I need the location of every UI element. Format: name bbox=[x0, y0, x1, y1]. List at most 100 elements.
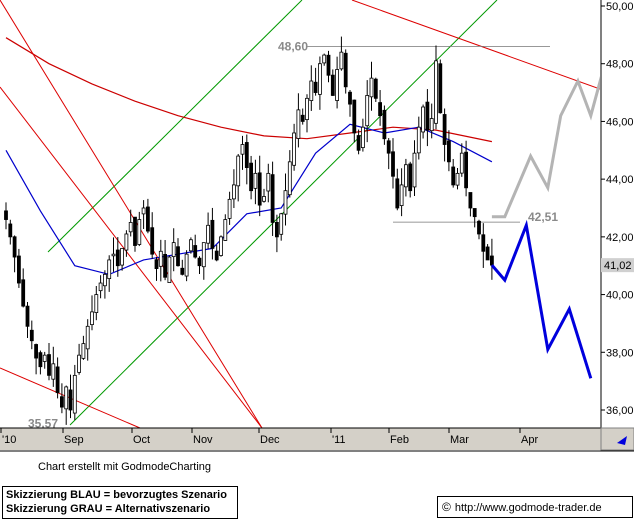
candle bbox=[434, 45, 438, 130]
candle-body bbox=[47, 354, 51, 376]
candle-body bbox=[326, 54, 331, 76]
candle-body bbox=[309, 80, 314, 101]
price-annotation: 48,60 bbox=[278, 39, 308, 53]
candle-body bbox=[489, 255, 494, 266]
candle bbox=[197, 256, 202, 274]
candle bbox=[468, 192, 473, 217]
candle-body bbox=[90, 311, 94, 326]
candle-body bbox=[425, 101, 430, 131]
candle-body bbox=[455, 172, 460, 186]
candle bbox=[266, 163, 271, 203]
candle-body bbox=[145, 206, 150, 232]
candle-body bbox=[464, 151, 469, 189]
source-url[interactable]: http://www.godmode-trader.de bbox=[454, 502, 602, 514]
candle bbox=[257, 155, 262, 217]
candle-body bbox=[292, 132, 297, 166]
candle bbox=[38, 350, 43, 375]
scroll-arrow-icon bbox=[617, 436, 627, 445]
channel-upper-line bbox=[47, 0, 303, 253]
y-tick-label: 42,00 bbox=[606, 232, 634, 244]
candle-body bbox=[253, 172, 258, 189]
candle-body bbox=[111, 253, 116, 257]
candle-body bbox=[266, 172, 271, 192]
candle-body bbox=[72, 374, 77, 414]
candle bbox=[489, 238, 494, 280]
candle-body bbox=[373, 78, 378, 99]
candle bbox=[42, 351, 47, 369]
candle-body bbox=[188, 239, 193, 252]
candle bbox=[292, 123, 297, 171]
candle bbox=[68, 374, 73, 419]
candle-body bbox=[206, 224, 211, 244]
candle-body bbox=[128, 222, 133, 233]
candle bbox=[403, 158, 408, 197]
candle-body bbox=[21, 279, 26, 307]
candle-body bbox=[141, 207, 146, 215]
candle bbox=[167, 255, 172, 283]
candle-body bbox=[317, 63, 322, 95]
candle bbox=[60, 383, 64, 414]
candle bbox=[352, 99, 357, 143]
candle-body bbox=[120, 247, 124, 266]
candle-body bbox=[279, 213, 284, 235]
candle bbox=[339, 36, 344, 71]
candle-body bbox=[107, 259, 112, 280]
y-tick-label: 46,00 bbox=[606, 116, 634, 128]
candle-body bbox=[416, 126, 421, 154]
candle bbox=[438, 59, 443, 114]
moving-average-blue bbox=[5, 123, 493, 276]
current-price-box bbox=[601, 258, 634, 273]
copyright-icon: © bbox=[442, 500, 451, 514]
candle bbox=[425, 89, 430, 147]
x-tick-label: Mar bbox=[450, 434, 469, 446]
candle-body bbox=[124, 233, 129, 251]
candle-body bbox=[193, 245, 198, 258]
candle bbox=[472, 208, 477, 228]
source-url-box[interactable]: © http://www.godmode-trader.de bbox=[437, 496, 633, 518]
candle-body bbox=[171, 242, 176, 258]
candle-body bbox=[485, 246, 490, 261]
candle bbox=[107, 255, 112, 292]
candle-body bbox=[434, 60, 438, 124]
candle-body bbox=[330, 74, 335, 96]
candle-body bbox=[442, 114, 447, 145]
candle bbox=[47, 342, 51, 381]
y-axis-band bbox=[601, 0, 634, 428]
candle bbox=[150, 212, 155, 259]
candle bbox=[300, 108, 305, 125]
candle bbox=[477, 219, 481, 240]
candle bbox=[451, 158, 456, 188]
candle-body bbox=[382, 109, 387, 140]
candle bbox=[459, 143, 464, 177]
candle bbox=[365, 80, 370, 143]
candle bbox=[326, 50, 331, 83]
candle bbox=[429, 103, 434, 139]
candle-body bbox=[352, 99, 357, 134]
candle bbox=[141, 200, 146, 229]
candle bbox=[322, 53, 327, 66]
candle bbox=[421, 104, 426, 139]
candle bbox=[90, 295, 94, 331]
candle-body bbox=[270, 174, 275, 223]
candle bbox=[287, 150, 292, 198]
candle bbox=[34, 343, 38, 375]
price-annotation: 42,51 bbox=[528, 210, 558, 224]
candle bbox=[219, 235, 223, 257]
downtrend-line-steep bbox=[0, 86, 263, 428]
x-tick-label: Apr bbox=[521, 434, 538, 446]
candle-body bbox=[429, 118, 434, 132]
x-tick-label: Feb bbox=[390, 434, 409, 446]
candle-body bbox=[81, 343, 86, 359]
candle bbox=[51, 346, 56, 387]
candle-body bbox=[60, 396, 64, 408]
candle-body bbox=[64, 386, 69, 410]
candle bbox=[348, 89, 352, 117]
candle-body bbox=[68, 389, 73, 411]
candle-body bbox=[158, 250, 163, 267]
moving-average-red bbox=[5, 37, 493, 143]
candle bbox=[21, 268, 26, 308]
candle-body bbox=[360, 126, 365, 149]
y-tick-label: 50,00 bbox=[606, 1, 634, 13]
candle-body bbox=[451, 166, 456, 186]
